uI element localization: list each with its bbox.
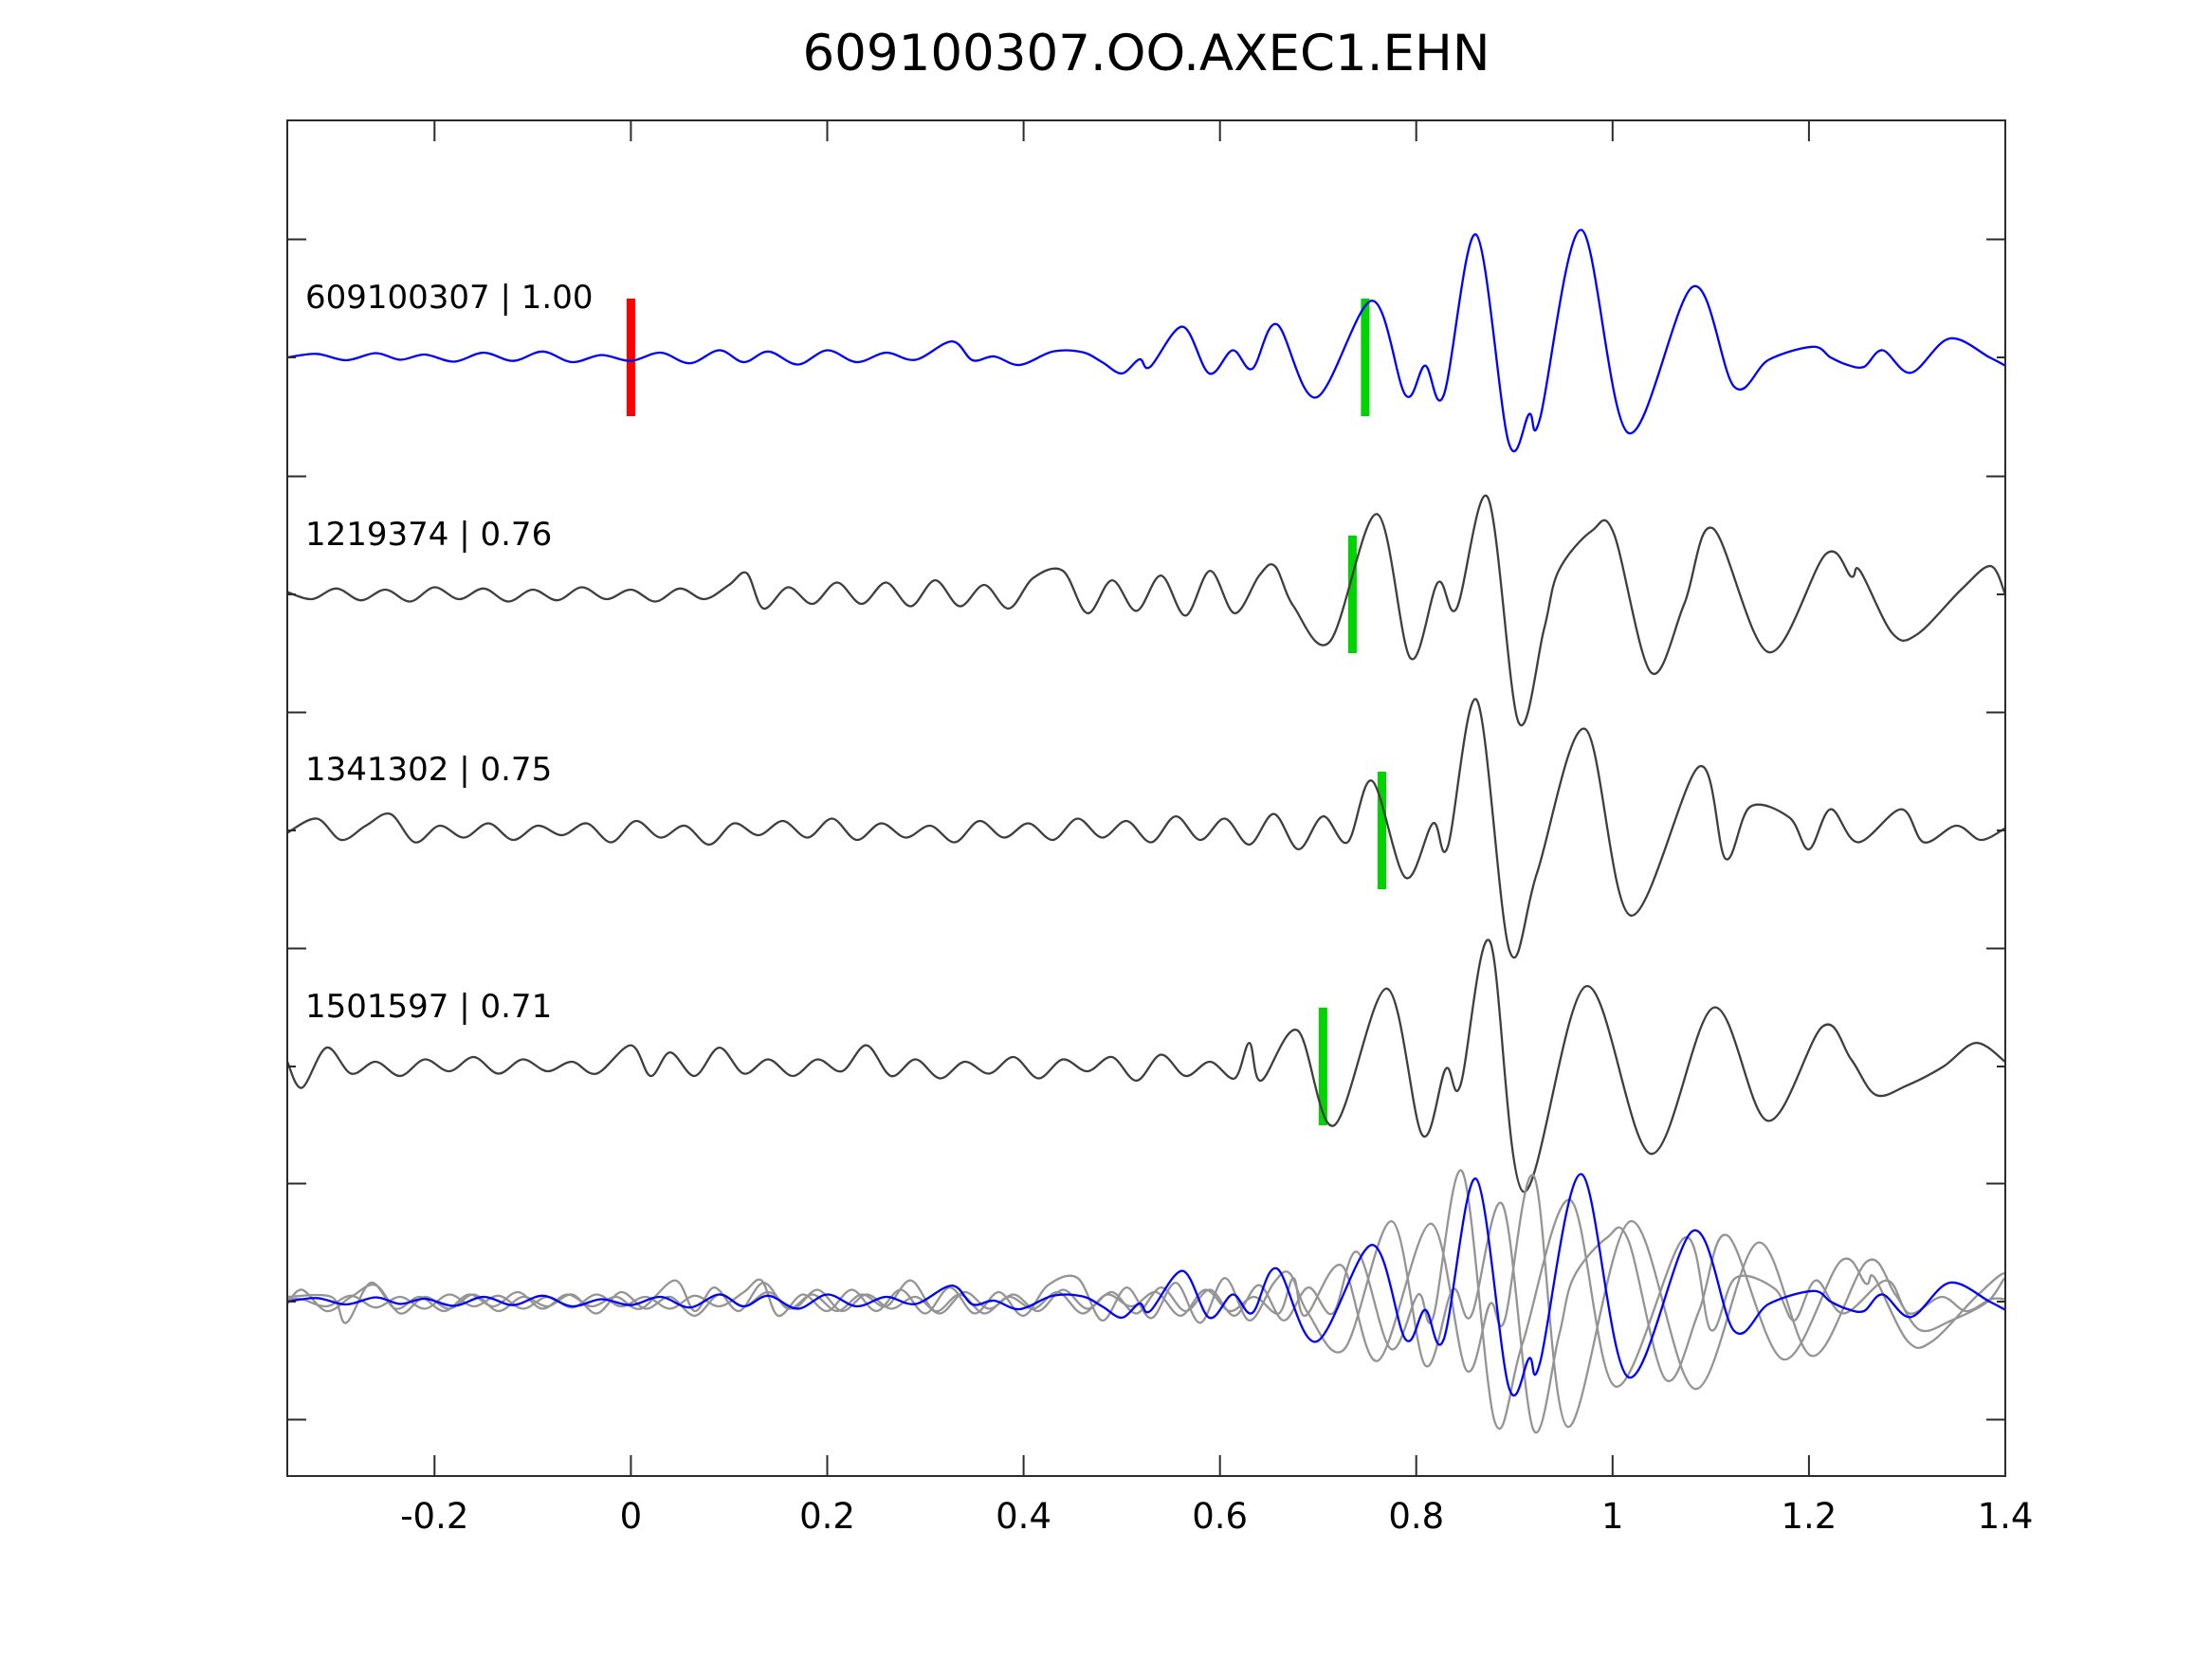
x-tick-label: 1.2: [1781, 1496, 1837, 1537]
x-tick-label: -0.2: [400, 1496, 469, 1537]
traces-layer: [287, 228, 2005, 1434]
tick-marks: [287, 120, 2006, 1476]
trace-path-609100307: [287, 228, 2005, 453]
x-tick-label: 0.4: [996, 1496, 1051, 1537]
plot-spines: [286, 119, 2006, 1477]
x-tick-label: 0.6: [1192, 1496, 1249, 1537]
pick-marker-609100307: [1361, 299, 1370, 416]
pick-marker-1501597: [1318, 1008, 1327, 1125]
trace-label-1501597: 1501597 | 0.71: [305, 988, 553, 1026]
reference-pick-marker-609100307: [626, 299, 635, 416]
overlay-trace-path-1341302: [287, 1169, 2005, 1431]
trace-path-1219374: [287, 494, 2005, 727]
chart-title: 609100307.OO.AXEC1.EHN: [802, 25, 1490, 82]
x-tick-label: 1: [1601, 1496, 1624, 1537]
pick-marker-1341302: [1378, 772, 1387, 889]
trace-label-1219374: 1219374 | 0.76: [305, 516, 553, 554]
overlay-trace-path-1501597: [287, 1174, 2005, 1429]
x-tick-label: 0: [619, 1496, 643, 1537]
overlay-trace-path-1219374: [287, 1201, 2005, 1434]
trace-path-1501597: [287, 939, 2005, 1194]
x-tick-label: 0.8: [1388, 1496, 1445, 1537]
x-tick-label: 0.2: [799, 1496, 855, 1537]
trace-label-1341302: 1341302 | 0.75: [305, 751, 553, 789]
overlay-trace-path-609100307: [287, 1173, 2005, 1397]
pick-marker-1219374: [1347, 536, 1357, 653]
trace-label-609100307: 609100307 | 1.00: [305, 279, 594, 317]
x-tick-label: 1.4: [1977, 1496, 2034, 1537]
trace-path-1341302: [287, 698, 2005, 959]
